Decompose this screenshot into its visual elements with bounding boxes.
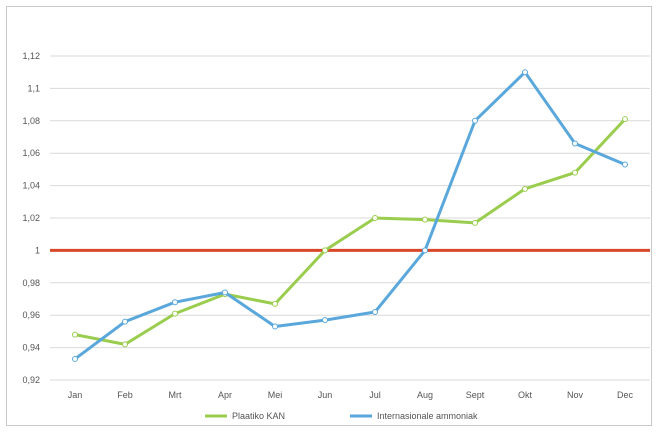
y-tick-label: 1,08: [22, 116, 40, 126]
legend-label: Plaatiko KAN: [232, 411, 285, 421]
data-point: [522, 185, 528, 192]
y-tick-label: 1,12: [22, 51, 40, 61]
x-tick-label: Sept: [466, 390, 485, 400]
data-point: [322, 317, 328, 324]
data-point: [272, 323, 278, 330]
data-point: [522, 69, 528, 76]
data-point: [172, 299, 178, 306]
x-axis-ticks: Jan Feb Mrt Apr Mei Jun Jul Aug Sept Okt Nov Dec: [68, 390, 634, 400]
x-tick-label: Jan: [68, 390, 83, 400]
data-point: [622, 116, 628, 123]
legend-label: Internasionale ammoniak: [377, 411, 478, 421]
data-point: [72, 331, 78, 338]
y-tick-label: 1: [35, 245, 40, 255]
data-point: [372, 215, 378, 221]
y-tick-label: 1,02: [22, 213, 40, 223]
y-tick-label: 0,94: [22, 343, 40, 353]
gridlines: [50, 55, 650, 381]
y-tick-label: 1,06: [22, 148, 40, 158]
x-tick-label: Apr: [218, 390, 232, 400]
data-point: [72, 355, 78, 362]
x-tick-label: Mrt: [169, 390, 182, 400]
data-point: [572, 140, 578, 147]
y-tick-label: 0,92: [22, 375, 40, 385]
x-tick-label: Feb: [117, 390, 133, 400]
data-point: [122, 318, 128, 325]
data-point: [472, 219, 478, 226]
y-tick-label: 1,1: [27, 83, 40, 93]
x-tick-label: Dec: [617, 390, 634, 400]
data-point: [472, 117, 478, 124]
x-tick-label: Okt: [518, 390, 533, 400]
data-point: [572, 169, 578, 176]
data-point: [422, 216, 428, 223]
data-point: [172, 310, 178, 317]
data-point: [422, 247, 428, 254]
data-point: [622, 161, 628, 168]
x-tick-label: Jun: [318, 390, 333, 400]
data-point: [272, 300, 278, 307]
y-tick-label: 0,98: [22, 278, 40, 288]
data-point: [222, 289, 228, 296]
series-group: [72, 69, 628, 362]
x-tick-label: Aug: [417, 390, 433, 400]
x-tick-label: Nov: [567, 390, 584, 400]
x-tick-label: Jul: [369, 390, 381, 400]
y-tick-label: 1,04: [22, 181, 40, 191]
data-point: [372, 308, 378, 315]
y-tick-label: 0,96: [22, 310, 40, 320]
legend: Plaatiko KAN Internasionale ammoniak: [205, 411, 478, 421]
series-line-1: [74, 70, 626, 361]
data-point: [122, 341, 128, 348]
chart-frame: [6, 6, 652, 426]
y-axis-ticks: 0,92 0,94 0,96 0,98 1 1,02 1,04 1,06 1,08 1,1 1,12: [22, 51, 40, 385]
series-line-0: [74, 118, 627, 346]
data-point: [322, 247, 328, 254]
x-tick-label: Mei: [268, 390, 283, 400]
